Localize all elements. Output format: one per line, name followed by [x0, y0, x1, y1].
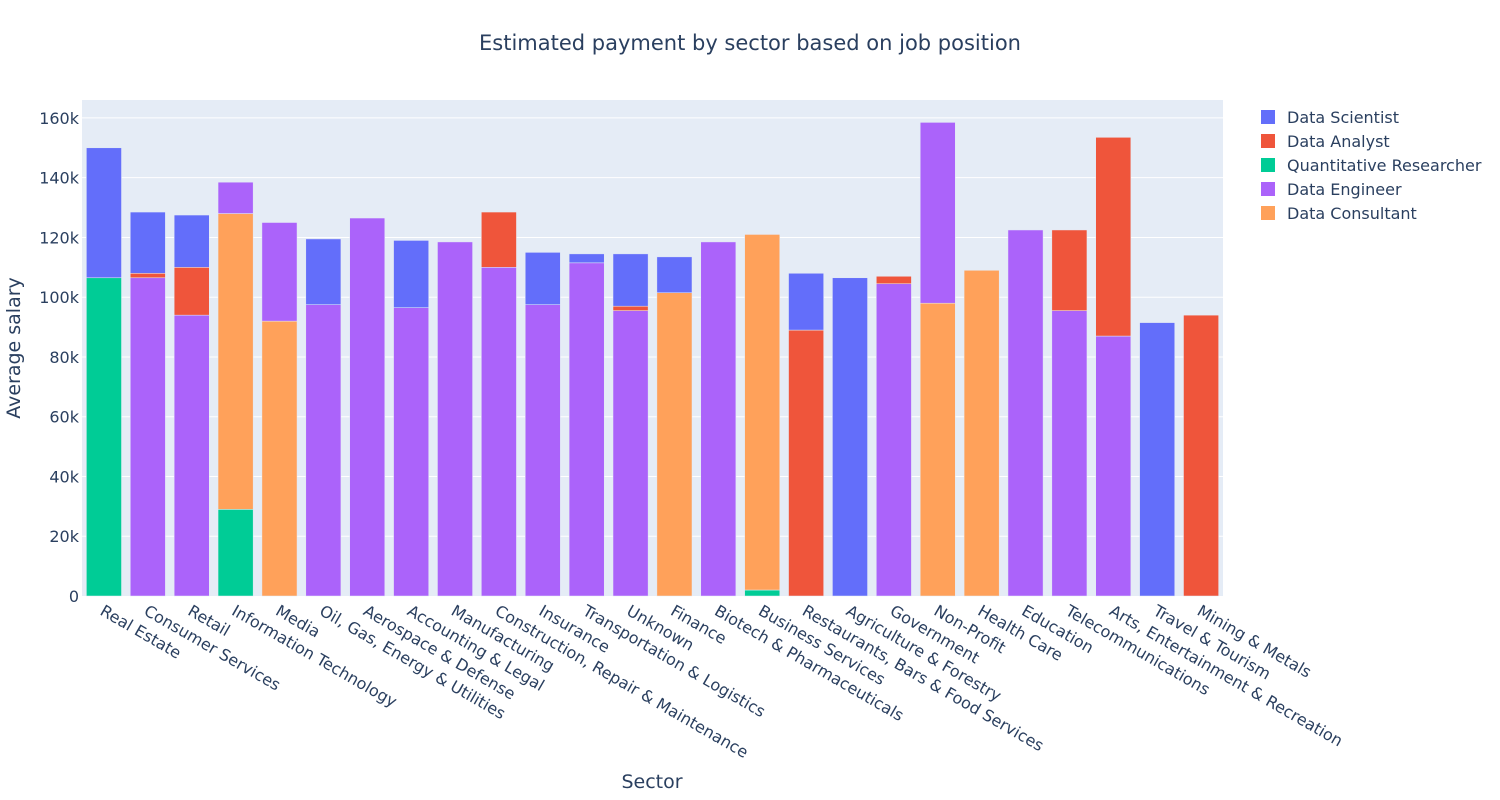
- bar-segment: [656, 256, 693, 293]
- bar-segment: [1051, 310, 1088, 597]
- legend-label: Data Analyst: [1287, 132, 1390, 151]
- legend-swatch: [1261, 158, 1275, 172]
- legend-swatch: [1261, 206, 1275, 220]
- y-tick-label: 40k: [49, 467, 79, 486]
- y-tick-label: 100k: [39, 288, 80, 307]
- bar-segment: [86, 277, 122, 597]
- bar-segment: [173, 314, 210, 597]
- bar-segment: [261, 222, 298, 322]
- bar-segment: [1139, 322, 1175, 597]
- legend: Data Scientist Data Analyst Quantitative R…: [1261, 108, 1482, 223]
- bar-segment: [130, 277, 166, 597]
- bar-segment: [217, 181, 254, 214]
- y-tick-label: 20k: [49, 527, 79, 546]
- bar-segment: [217, 509, 254, 597]
- y-axis-ticks: 0 20k 40k 60k 80k 100k 120k 140k 160k: [39, 109, 80, 606]
- bar-segment: [437, 241, 473, 597]
- chart-title: Estimated payment by sector based on job…: [479, 31, 1021, 55]
- bar-segment: [173, 214, 210, 268]
- y-axis-title: Average salary: [3, 277, 25, 419]
- bar-segment: [919, 302, 956, 597]
- legend-swatch: [1261, 110, 1275, 124]
- bar-segment: [1007, 229, 1044, 597]
- bar-segment: [393, 307, 429, 597]
- bar-segment: [261, 320, 298, 597]
- legend-label: Data Engineer: [1287, 180, 1402, 199]
- bar-segment: [481, 211, 517, 268]
- bar-segment: [130, 273, 166, 279]
- x-axis-title: Sector: [621, 771, 682, 793]
- bar-segment: [130, 211, 166, 274]
- bar-segment: [876, 276, 912, 285]
- bar-segment: [524, 304, 561, 597]
- bar-segment: [349, 217, 386, 597]
- bar-segment: [612, 253, 649, 307]
- y-tick-label: 0: [69, 587, 79, 606]
- bar-segment: [1095, 335, 1132, 597]
- bar-segment: [568, 262, 605, 597]
- bar-segment: [481, 267, 517, 597]
- bar-segment: [744, 234, 781, 591]
- bar-segment: [963, 270, 1000, 597]
- bar-segment: [744, 589, 781, 597]
- bar-segment: [612, 310, 649, 597]
- bar-segment: [1051, 229, 1088, 311]
- bar-segment: [919, 122, 956, 304]
- bar-segment: [876, 283, 912, 597]
- bar-segment: [788, 329, 824, 597]
- y-tick-label: 80k: [49, 348, 79, 367]
- bar-segment: [305, 304, 342, 597]
- legend-label: Data Consultant: [1287, 204, 1417, 223]
- bar-segment: [656, 292, 693, 597]
- bar-segment: [393, 240, 429, 308]
- legend-swatch: [1261, 134, 1275, 148]
- y-tick-label: 120k: [39, 228, 80, 247]
- bar-segment: [612, 305, 649, 311]
- bar-segment: [217, 213, 254, 510]
- bar-segment: [568, 253, 605, 264]
- legend-label: Data Scientist: [1287, 108, 1399, 127]
- bar-segment: [86, 147, 122, 279]
- y-tick-label: 160k: [39, 109, 80, 128]
- legend-label: Quantitative Researcher: [1287, 156, 1482, 175]
- bar-segment: [173, 267, 210, 316]
- bar-segment: [305, 238, 342, 305]
- bar-segment: [832, 277, 868, 597]
- bars: [86, 122, 1219, 597]
- bar-segment: [524, 252, 561, 305]
- bar-segment: [1183, 314, 1219, 597]
- bar-segment: [700, 241, 737, 597]
- bar-segment: [788, 273, 824, 331]
- bar-segment: [1095, 137, 1132, 337]
- y-tick-label: 60k: [49, 408, 79, 427]
- y-tick-label: 140k: [39, 169, 80, 188]
- legend-swatch: [1261, 182, 1275, 196]
